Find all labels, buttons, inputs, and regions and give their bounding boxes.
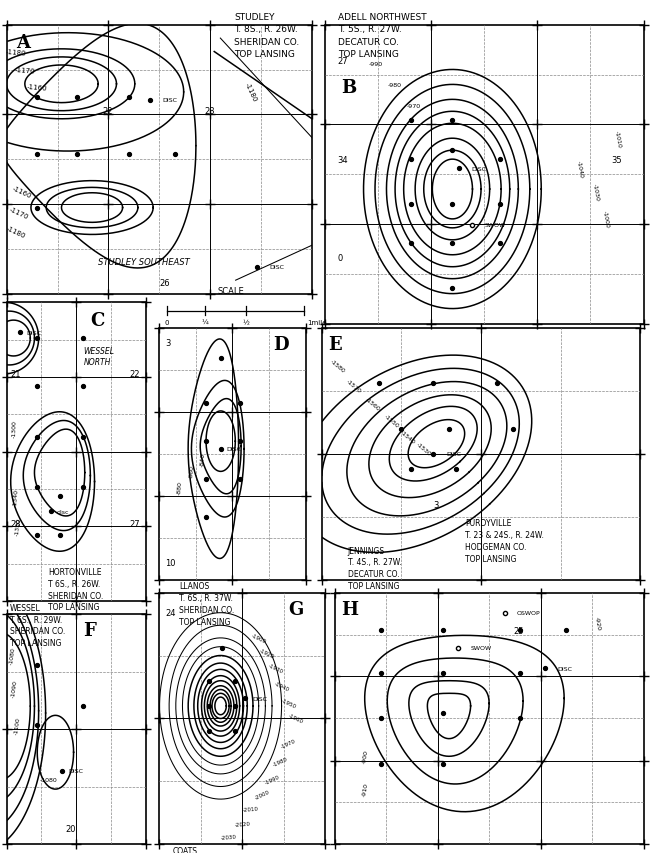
- Text: -1040: -1040: [576, 160, 584, 178]
- Text: -1990: -1990: [264, 774, 280, 785]
- Text: WESSEL
NORTH: WESSEL NORTH: [83, 347, 114, 366]
- Text: ¼: ¼: [202, 320, 209, 326]
- Text: -1530: -1530: [415, 442, 432, 457]
- Text: STUDLEY
T. 8S., R. 26W.
SHERIDAN CO.
TOP LANSING: STUDLEY T. 8S., R. 26W. SHERIDAN CO. TOP…: [234, 13, 299, 59]
- Text: -880: -880: [177, 480, 183, 494]
- Text: 0: 0: [338, 254, 343, 263]
- Text: -1100: -1100: [14, 716, 21, 734]
- Text: -1550: -1550: [384, 414, 400, 429]
- Text: -920: -920: [593, 616, 601, 630]
- Text: -1950: -1950: [280, 698, 297, 709]
- Text: COATS
T. 29S., R. 13 & 14W.
PRATT CO.
TOP LANSING: COATS T. 29S., R. 13 & 14W. PRATT CO. TO…: [172, 846, 251, 853]
- Text: 0: 0: [164, 320, 169, 326]
- Text: -1090: -1090: [11, 679, 19, 697]
- Text: -1160: -1160: [27, 84, 47, 91]
- Text: -910: -910: [362, 782, 369, 797]
- Text: H: H: [341, 601, 358, 618]
- Text: -980: -980: [388, 83, 402, 88]
- Text: G: G: [289, 601, 304, 618]
- Text: HORTONVILLE
T 6S., R. 26W.
SHERIDAN CO.
TOP LANSING: HORTONVILLE T 6S., R. 26W. SHERIDAN CO. …: [48, 567, 104, 612]
- Text: -860: -860: [188, 465, 194, 479]
- Text: -1570: -1570: [345, 379, 362, 394]
- Text: 25: 25: [514, 626, 525, 635]
- Text: 26: 26: [159, 279, 170, 288]
- Text: 27: 27: [129, 519, 140, 528]
- Text: -1980: -1980: [272, 756, 289, 767]
- Text: 20: 20: [65, 824, 75, 833]
- Text: -1080: -1080: [40, 777, 57, 782]
- Text: DISC: DISC: [446, 452, 461, 456]
- Text: ½: ½: [243, 320, 250, 326]
- Text: WESSEL
T 6S., R. 29W.
SHERIDAN CO.
TOP LANSING: WESSEL T 6S., R. 29W. SHERIDAN CO. TOP L…: [10, 603, 65, 647]
- Text: A: A: [16, 33, 30, 52]
- Text: 24: 24: [166, 608, 176, 618]
- Text: LLANOS
T. 6S., R. 37W.
SHERIDAN CO.
TOP LANSING: LLANOS T. 6S., R. 37W. SHERIDAN CO. TOP …: [179, 582, 234, 626]
- Text: C: C: [90, 311, 105, 330]
- Text: -990: -990: [369, 62, 383, 67]
- Text: -1920: -1920: [259, 647, 276, 659]
- Text: -1160: -1160: [11, 185, 32, 200]
- Text: DISC: DISC: [68, 769, 83, 774]
- Text: E: E: [328, 336, 342, 354]
- Text: -840: -840: [200, 452, 206, 467]
- Text: 27: 27: [338, 57, 348, 66]
- Text: DISC: DISC: [252, 696, 267, 701]
- Text: -1300: -1300: [12, 419, 18, 438]
- Text: SWOW: SWOW: [471, 646, 492, 651]
- Text: -1560: -1560: [364, 397, 381, 411]
- Text: 35: 35: [612, 155, 622, 165]
- Text: -1180: -1180: [5, 49, 26, 56]
- Text: -2000: -2000: [254, 788, 270, 800]
- Text: -1930: -1930: [267, 663, 283, 674]
- Text: -1170: -1170: [14, 67, 35, 75]
- Text: -900: -900: [362, 749, 369, 763]
- Text: ADELL NORTHWEST
T. 5S., R. 27W.
DECATUR CO.
TOP LANSING: ADELL NORTHWEST T. 5S., R. 27W. DECATUR …: [338, 13, 426, 59]
- Text: -1350: -1350: [14, 518, 21, 536]
- Text: -1940: -1940: [274, 681, 290, 692]
- Text: 21: 21: [10, 370, 21, 379]
- Text: B: B: [341, 79, 356, 97]
- Text: DISC: DISC: [557, 666, 572, 670]
- Text: 10: 10: [165, 558, 176, 567]
- Text: -1340: -1340: [13, 488, 20, 506]
- Text: -2010: -2010: [242, 806, 259, 812]
- Text: 23: 23: [205, 107, 215, 116]
- Text: 28: 28: [10, 519, 21, 528]
- Text: -1080: -1080: [8, 647, 16, 664]
- Text: OSWOP: OSWOP: [517, 611, 541, 616]
- Text: -1580: -1580: [330, 358, 346, 374]
- Text: DISC: DISC: [26, 330, 41, 335]
- Text: 1mile: 1mile: [307, 320, 327, 326]
- Text: 3: 3: [433, 500, 439, 509]
- Text: -1030: -1030: [592, 183, 600, 202]
- Text: -1180: -1180: [5, 225, 26, 240]
- Text: F: F: [83, 621, 96, 639]
- Text: 34: 34: [338, 155, 348, 165]
- Text: -2030: -2030: [221, 833, 237, 840]
- Text: -1960: -1960: [287, 713, 304, 724]
- Text: -1540: -1540: [399, 429, 416, 444]
- Text: SCALE: SCALE: [217, 287, 244, 296]
- Text: -2020: -2020: [234, 821, 250, 827]
- Text: 3: 3: [165, 339, 170, 348]
- Text: 22: 22: [129, 370, 140, 379]
- Text: DISC: DISC: [269, 265, 284, 270]
- Text: -1170: -1170: [8, 206, 29, 221]
- Text: DISC: DISC: [471, 166, 486, 171]
- Text: SWOW: SWOW: [484, 223, 506, 228]
- Text: -1970: -1970: [280, 738, 297, 750]
- Text: -1180: -1180: [244, 82, 258, 103]
- Text: DISC: DISC: [162, 98, 177, 103]
- Text: JENNINGS
T. 4S., R. 27W.
DECATUR CO.
TOP LANSING: JENNINGS T. 4S., R. 27W. DECATUR CO. TOP…: [348, 546, 402, 590]
- Text: D: D: [273, 336, 289, 354]
- Text: -1000: -1000: [601, 211, 609, 229]
- Text: -970: -970: [407, 104, 421, 108]
- Text: 22: 22: [103, 107, 113, 116]
- Text: PURDYVILLE
T. 23 & 24S., R. 24W.
HODGEMAN CO.
TOP LANSING: PURDYVILLE T. 23 & 24S., R. 24W. HODGEMA…: [465, 519, 544, 563]
- Text: DISC: DISC: [226, 447, 242, 452]
- Text: disc: disc: [57, 509, 70, 514]
- Text: -1010: -1010: [614, 130, 622, 148]
- Text: -1900: -1900: [250, 632, 267, 644]
- Text: STUDLEY SOUTHEAST: STUDLEY SOUTHEAST: [98, 258, 190, 266]
